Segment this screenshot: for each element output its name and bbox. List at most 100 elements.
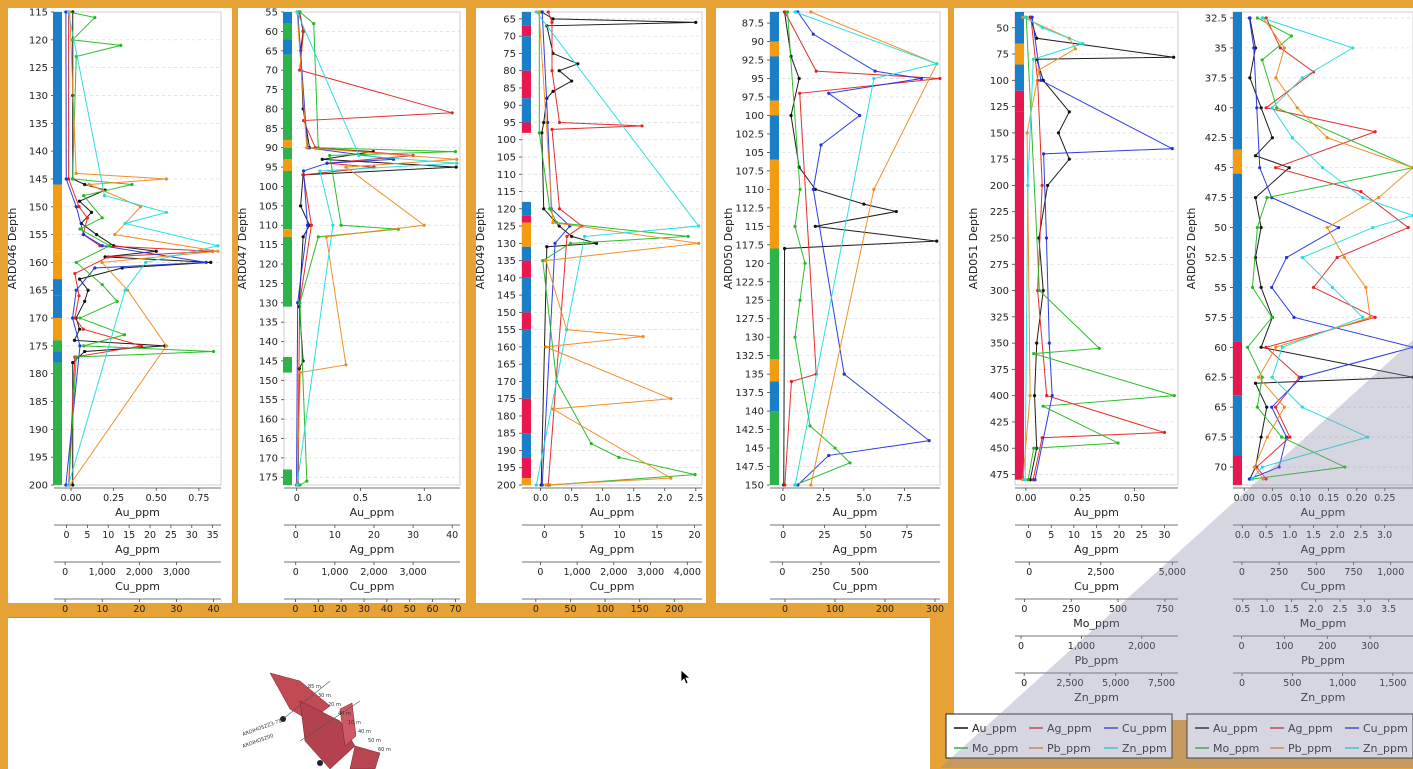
y-tick-label: 85 (503, 83, 516, 94)
lithology-segment (522, 312, 531, 330)
series-point (450, 111, 454, 115)
series-point (1046, 183, 1050, 188)
x-tick-label: 10 (613, 530, 625, 541)
y-tick-label: 137.5 (735, 388, 764, 399)
series-point (78, 344, 82, 348)
y-tick-label: 90 (265, 143, 278, 154)
x-tick-label: 200 (1318, 641, 1336, 652)
x-axis-label: Mo_ppm (1073, 617, 1119, 630)
series-point (546, 10, 550, 14)
series-point (550, 69, 554, 73)
y-tick-label: 117.5 (735, 240, 764, 251)
overlay-wedge (940, 340, 1413, 768)
series-point (74, 260, 78, 265)
series-point (86, 288, 90, 292)
series-point (93, 266, 97, 270)
x-tick-label: 250 (1062, 604, 1080, 615)
x-axis-label: Cu_ppm (115, 580, 160, 593)
series-point (827, 453, 831, 458)
legend-label: Au_ppm (1213, 722, 1258, 735)
y-tick-label: 175 (259, 473, 278, 484)
y-tick-label: 140 (745, 407, 764, 418)
x-tick-label: 25 (165, 530, 177, 541)
x-tick-label: 5 (579, 530, 585, 541)
series-point (1025, 131, 1029, 135)
series-point (1270, 106, 1274, 110)
series-point (537, 10, 541, 14)
x-tick-label: 20 (688, 530, 700, 541)
y-tick-label: 35 (1214, 43, 1227, 54)
y-tick-label: 225 (990, 207, 1009, 218)
x-tick-label: 0.00 (1234, 493, 1255, 504)
series-point (553, 241, 557, 245)
mesh-distance-label: 85 m (308, 684, 321, 690)
y-tick-label: 135 (745, 370, 764, 381)
log-panel-ard051: 5075100125150175200225250275300325350375… (967, 11, 1186, 704)
series-point (842, 372, 846, 376)
lithology-segment (770, 411, 779, 485)
series-point (1373, 130, 1377, 134)
panel-background (1186, 8, 1413, 720)
x-tick-label: 750 (1344, 567, 1362, 578)
series-point (164, 210, 168, 214)
series-point (126, 288, 130, 292)
series-point (540, 483, 544, 487)
lithology-segment (53, 362, 62, 485)
lithology-segment (522, 329, 531, 399)
x-tick-label: 1,500 (1379, 678, 1406, 689)
series-point (1277, 465, 1281, 469)
x-tick-label: 50 (404, 604, 416, 615)
series-point (93, 15, 97, 20)
series-point (783, 10, 787, 14)
series-point (71, 360, 75, 365)
series-point (305, 146, 309, 150)
x-tick-label: 1,000 (564, 567, 591, 578)
y-tick-label: 155 (259, 395, 278, 406)
x-tick-label: 5 (84, 530, 90, 541)
3d-orebody-mesh-icon[interactable]: 85 m 30 m 20 m 40 m 10 m 40 m 50 m 60 m ARDIHOSZ… (8, 618, 930, 769)
series-point (938, 76, 942, 81)
series-point (1270, 405, 1274, 409)
y-tick-label: 325 (990, 312, 1009, 323)
series-point (82, 194, 86, 198)
legend-label: Cu_ppm (1363, 722, 1408, 735)
series-point (73, 316, 77, 320)
x-axis-label: Cu_ppm (350, 580, 395, 593)
series-point (1280, 435, 1284, 439)
series-point (70, 177, 75, 181)
series-point (1311, 285, 1316, 290)
mesh-distance-label: 50 m (368, 738, 381, 744)
series-point (320, 157, 324, 161)
series-line-mo-ppm (68, 11, 214, 486)
series-point (1274, 405, 1278, 409)
x-tick-label: 0 (293, 530, 299, 541)
lithology-segment (283, 39, 292, 55)
lithology-segment (283, 147, 292, 160)
x-tick-label: 10 (96, 604, 108, 615)
series-point (1250, 477, 1254, 481)
x-tick-label: 0.5 (1235, 604, 1250, 615)
series-point (534, 483, 538, 487)
y-tick-label: 170 (29, 314, 48, 325)
series-point (1282, 405, 1287, 409)
series-point (544, 483, 548, 487)
y-tick-label: 85 (265, 124, 278, 135)
y-tick-label: 127.5 (735, 314, 764, 325)
series-point (1292, 315, 1296, 319)
series-point (550, 127, 554, 131)
series-point (919, 76, 924, 81)
lithology-segment (53, 340, 62, 352)
series-point (89, 210, 94, 214)
3d-viewer-window[interactable]: 85 m 30 m 20 m 40 m 10 m 40 m 50 m 60 m ARDIHOSZ… (8, 617, 930, 769)
y-tick-label: 87.5 (742, 19, 764, 30)
series-point (74, 171, 78, 175)
series-point (1056, 131, 1061, 135)
x-tick-label: 7.5 (897, 493, 912, 504)
series-line-zn-ppm (794, 11, 939, 486)
series-point (357, 153, 361, 158)
lithology-segment (522, 246, 531, 261)
panel-background (8, 8, 232, 603)
series-point (534, 10, 538, 14)
y-tick-label: 140 (259, 337, 278, 348)
x-tick-label: 1,000 (1329, 678, 1356, 689)
